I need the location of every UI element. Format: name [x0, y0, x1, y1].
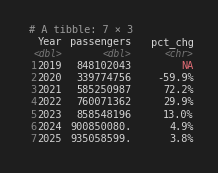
Text: 2023: 2023: [37, 110, 62, 120]
Text: 935058599.: 935058599.: [70, 134, 131, 144]
Text: 2022: 2022: [37, 97, 62, 107]
Text: 4: 4: [31, 97, 37, 107]
Text: <chr>: <chr>: [165, 49, 194, 59]
Text: 5: 5: [31, 110, 37, 120]
Text: 2020: 2020: [37, 73, 62, 83]
Text: 3: 3: [31, 85, 37, 95]
Text: 7: 7: [31, 134, 37, 144]
Text: 6: 6: [31, 122, 37, 132]
Text: 4.9%: 4.9%: [169, 122, 194, 132]
Text: 2: 2: [31, 73, 37, 83]
Text: 29.9%: 29.9%: [163, 97, 194, 107]
Text: # A tibble: 7 × 3: # A tibble: 7 × 3: [29, 25, 133, 35]
Text: <dbl>: <dbl>: [33, 49, 62, 59]
Text: 848102043: 848102043: [76, 61, 131, 71]
Text: 2025: 2025: [37, 134, 62, 144]
Text: <dbl>: <dbl>: [102, 49, 131, 59]
Text: NA: NA: [181, 61, 194, 71]
Text: 585250987: 585250987: [76, 85, 131, 95]
Text: Year: Year: [37, 37, 62, 47]
Text: 2021: 2021: [37, 85, 62, 95]
Text: 72.2%: 72.2%: [163, 85, 194, 95]
Text: 13.0%: 13.0%: [163, 110, 194, 120]
Text: 900850080.: 900850080.: [70, 122, 131, 132]
Text: 3.8%: 3.8%: [169, 134, 194, 144]
Text: pct_chg: pct_chg: [151, 37, 194, 48]
Text: 760071362: 760071362: [76, 97, 131, 107]
Text: passengers: passengers: [70, 37, 131, 47]
Text: 858548196: 858548196: [76, 110, 131, 120]
Text: 1: 1: [31, 61, 37, 71]
Text: 2019: 2019: [37, 61, 62, 71]
Text: 339774756: 339774756: [76, 73, 131, 83]
Text: -59.9%: -59.9%: [157, 73, 194, 83]
Text: 2024: 2024: [37, 122, 62, 132]
